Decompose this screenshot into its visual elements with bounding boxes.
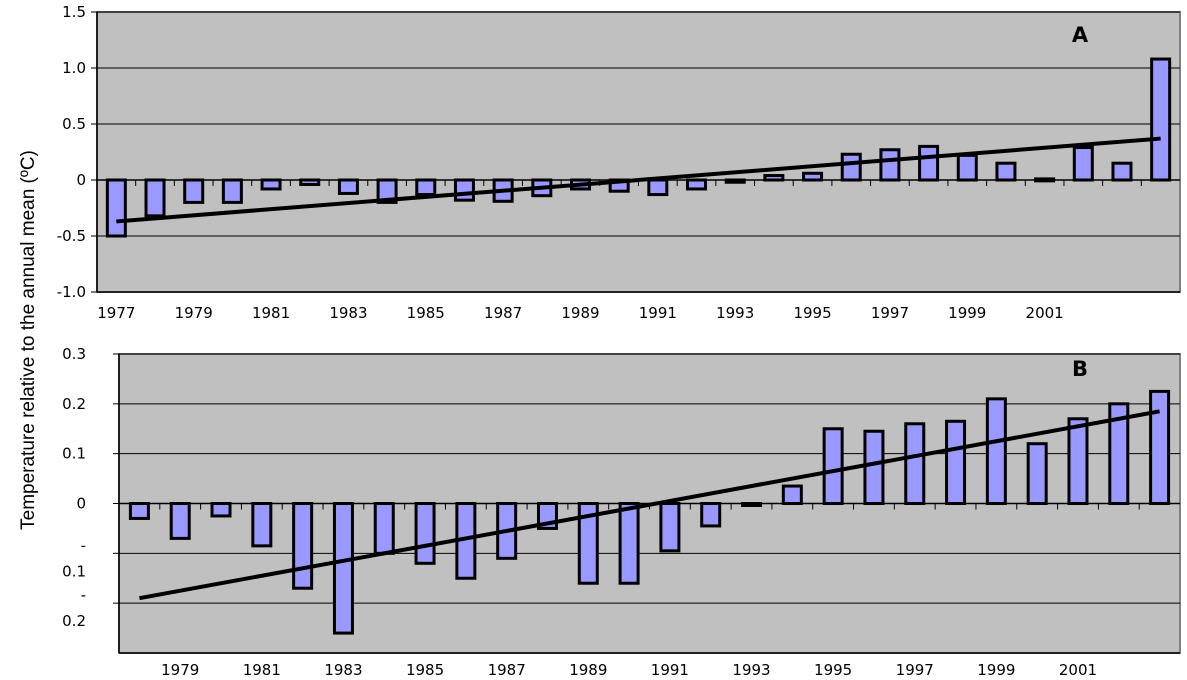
bar (985, 397, 1007, 506)
y-tick-label: 0 (76, 171, 86, 189)
bar (763, 174, 785, 182)
bar (1149, 389, 1171, 505)
bar (647, 178, 669, 197)
x-tick-label: 2001 (1026, 304, 1064, 322)
bar (251, 502, 273, 548)
bar (210, 502, 232, 518)
bar (995, 161, 1017, 182)
y-axis-label: Temperature relative to the annual mean … (18, 150, 39, 530)
bar (292, 502, 314, 590)
x-tick-label: 1995 (793, 304, 831, 322)
x-tick-label: 2001 (1059, 661, 1097, 679)
bar (840, 152, 862, 182)
x-tick-label: 1983 (324, 661, 362, 679)
panel-label: B (1072, 357, 1088, 381)
bar (373, 502, 395, 555)
x-tick-label: 1997 (896, 661, 934, 679)
bar (183, 178, 205, 204)
x-tick-label: 1993 (732, 661, 770, 679)
x-tick-label: 1989 (569, 661, 607, 679)
plot-area (96, 11, 1181, 293)
bar (956, 153, 978, 182)
x-tick-label: 1985 (407, 304, 445, 322)
panel-a: 1.5 1.0 0.5 0 -0.5 -1.0 1977 1979 1981 1983 1985 19… (57, 3, 1181, 322)
y-tick-label: - 0.2 (62, 586, 86, 630)
bar (945, 419, 967, 505)
bar (802, 171, 824, 182)
bar (879, 148, 901, 182)
x-tick-label: 1991 (639, 304, 677, 322)
x-tick-label: 1993 (716, 304, 754, 322)
trend-line (116, 136, 1161, 224)
x-tick-label: 1997 (871, 304, 909, 322)
x-tick-label: 1981 (243, 661, 281, 679)
x-tick-label: 1983 (329, 304, 367, 322)
y-tick-label: 0.2 (62, 395, 86, 413)
x-tick-label: 1995 (814, 661, 852, 679)
bar (781, 484, 803, 505)
bar (376, 178, 398, 204)
y-tick-label: 1.5 (62, 3, 86, 21)
y-tick-label: 1.0 (62, 59, 86, 77)
y-tick-label-line: - (81, 586, 86, 604)
bar (1026, 442, 1048, 506)
x-tick-label: 1981 (252, 304, 290, 322)
bar (724, 178, 746, 184)
panel-label: A (1072, 23, 1089, 47)
x-tick-label: 1999 (977, 661, 1015, 679)
y-tick-label-line: 0.2 (62, 612, 86, 630)
x-tick-label: 1979 (175, 304, 213, 322)
y-tick-label: 0.5 (62, 115, 86, 133)
bar (144, 178, 166, 218)
bar (1072, 146, 1094, 182)
bar (577, 502, 599, 585)
bar (700, 502, 722, 528)
bar (1067, 417, 1089, 505)
x-tick-label: 1999 (948, 304, 986, 322)
bar (618, 502, 640, 585)
x-tick-label: 1977 (97, 304, 135, 322)
bar (1111, 161, 1133, 182)
y-tick-label-line: - (81, 536, 86, 554)
y-tick-label: 0.1 (62, 445, 86, 463)
y-tick-label: 0.3 (62, 345, 86, 363)
bar (221, 178, 243, 204)
bar (332, 502, 354, 635)
y-tick-label: 0 (76, 495, 86, 513)
y-tick-label: -0.5 (57, 227, 86, 245)
x-tick-label: 1991 (651, 661, 689, 679)
bar (415, 178, 437, 197)
bar (1108, 402, 1130, 506)
x-tick-label: 1987 (488, 661, 526, 679)
trend-line (139, 409, 1160, 601)
y-tick-label: -1.0 (57, 283, 86, 301)
bar (414, 502, 436, 565)
panel-b: 0.3 0.2 0.1 0 - 0.1 - 0.2 1979 1981 1983 1985 1987 19… (62, 345, 1181, 679)
bar (453, 178, 475, 202)
bar (169, 502, 191, 540)
bar (918, 144, 940, 182)
bar (128, 502, 150, 520)
bar (1034, 177, 1056, 183)
bar (1150, 57, 1172, 182)
x-tick-label: 1985 (406, 661, 444, 679)
bar (741, 502, 763, 507)
bar (105, 178, 127, 238)
bar (260, 178, 282, 191)
x-tick-label: 1989 (561, 304, 599, 322)
bar (863, 429, 885, 505)
bar (686, 178, 708, 191)
bar (299, 178, 321, 186)
bar (822, 427, 844, 505)
bar (659, 502, 681, 553)
y-tick-label: - 0.1 (62, 536, 86, 580)
bar (337, 178, 359, 195)
bar (904, 422, 926, 505)
x-tick-label: 1979 (161, 661, 199, 679)
x-tick-label: 1987 (484, 304, 522, 322)
y-tick-label-line: 0.1 (62, 562, 86, 580)
